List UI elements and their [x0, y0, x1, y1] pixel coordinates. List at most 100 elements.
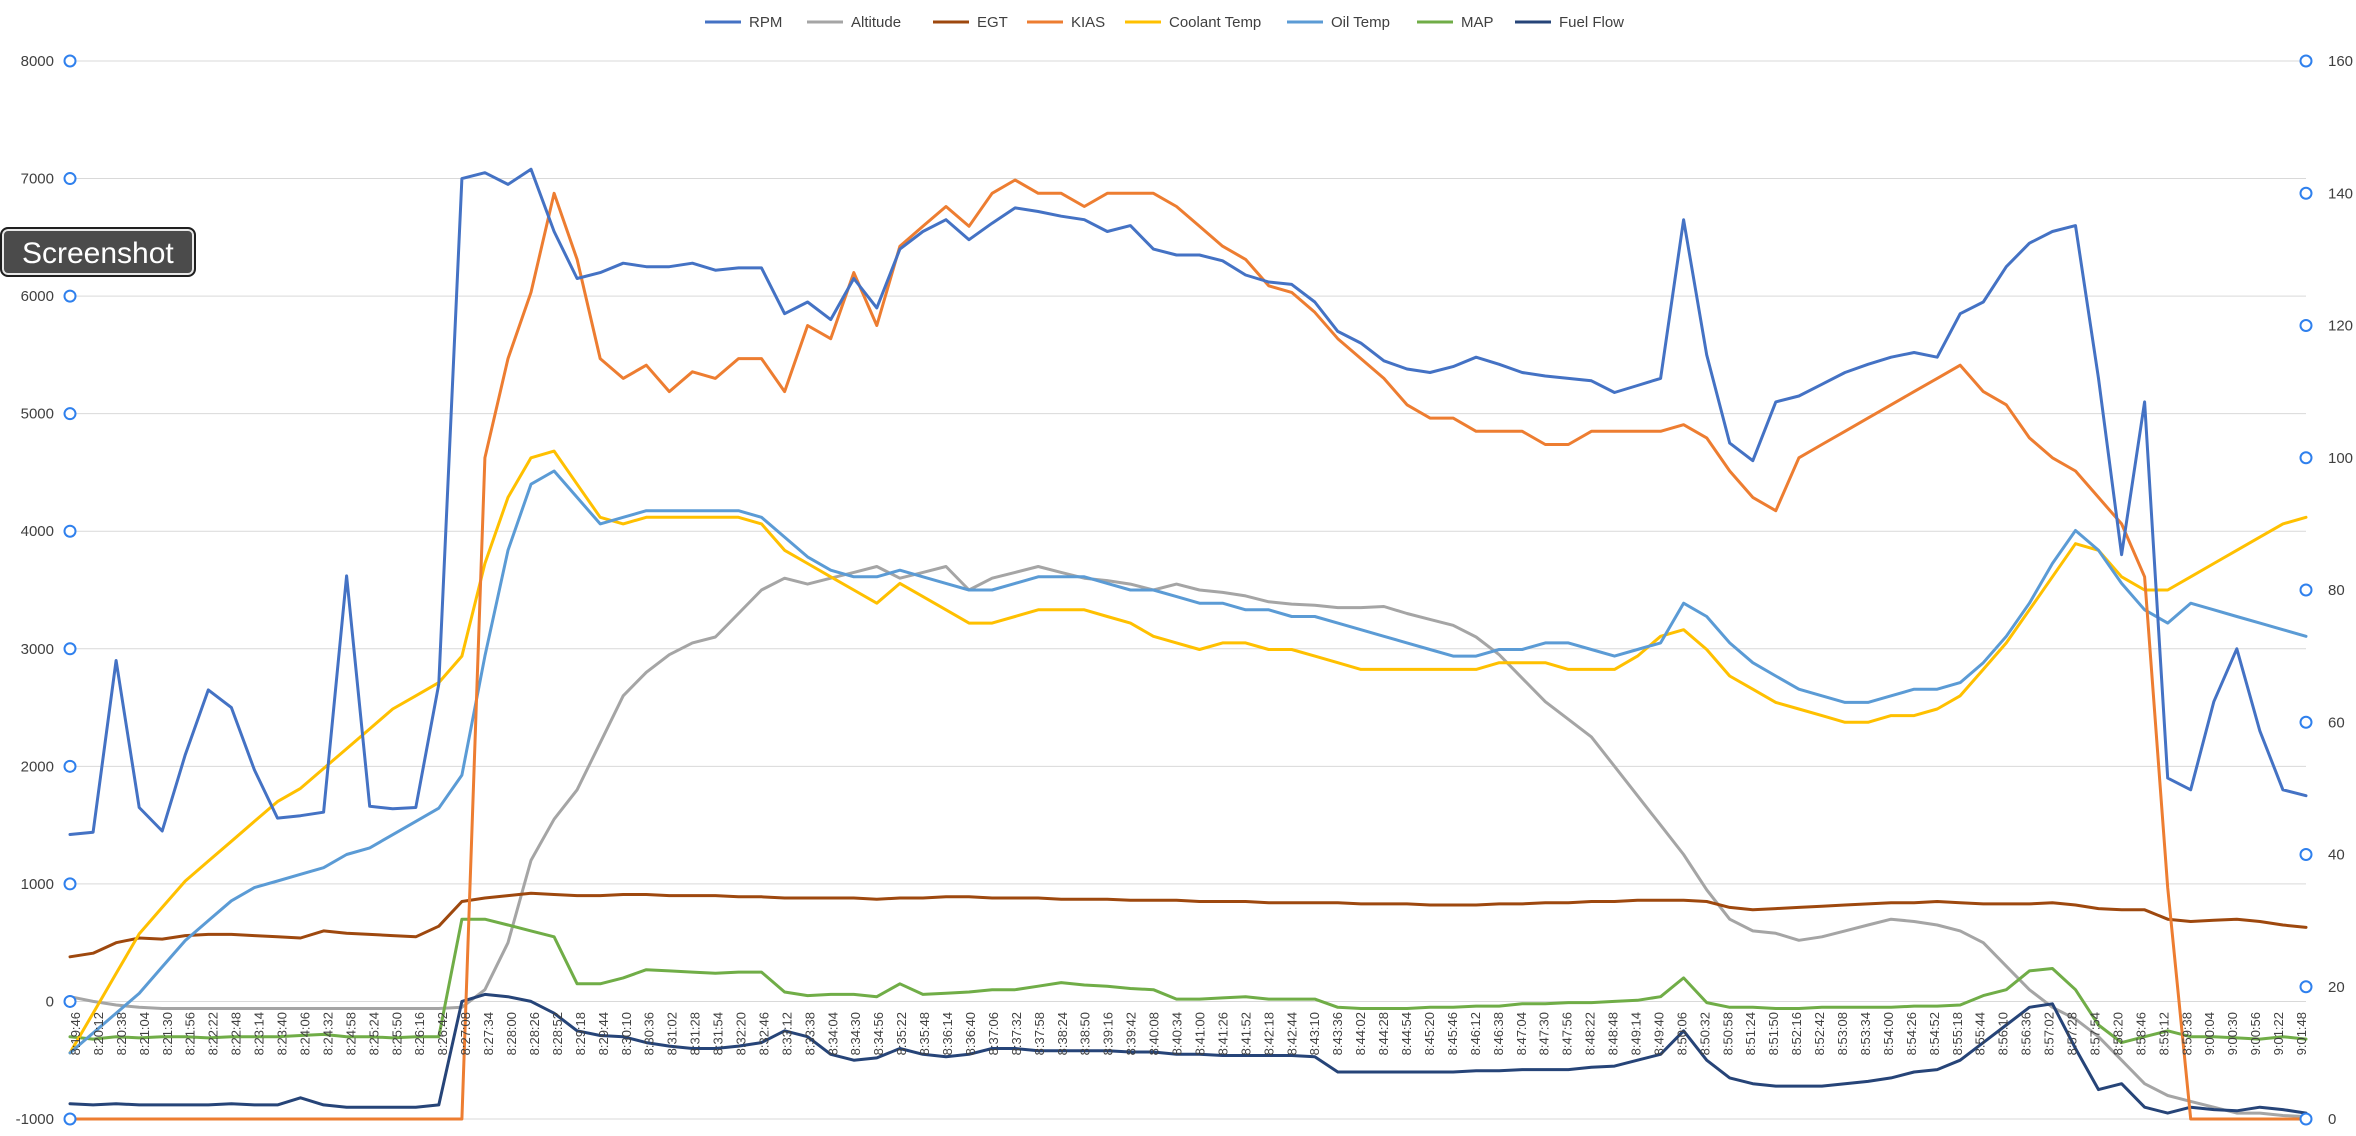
resize-handle[interactable]	[2299, 319, 2313, 332]
x-tick-label: 8:30:10	[619, 1012, 634, 1055]
x-tick-label: 8:50:06	[1674, 1012, 1689, 1055]
resize-handle[interactable]	[63, 759, 77, 773]
x-tick-label: 8:30:36	[642, 1012, 657, 1055]
x-tick-label: 8:44:02	[1353, 1012, 1368, 1055]
x-tick-label: 9:00:30	[2225, 1012, 2240, 1055]
legend-label: Fuel Flow	[1559, 14, 1624, 31]
resize-handle[interactable]	[2299, 980, 2313, 994]
resize-handle[interactable]	[2299, 186, 2313, 200]
x-tick-label: 8:50:32	[1697, 1012, 1712, 1055]
y-left-tick-label: 5000	[21, 406, 54, 423]
resize-handle[interactable]	[63, 877, 77, 891]
x-tick-label: 8:40:08	[1147, 1012, 1162, 1055]
resize-handle[interactable]	[2299, 848, 2313, 861]
x-tick-label: 8:59:12	[2156, 1012, 2171, 1055]
x-tick-label: 8:37:32	[1009, 1012, 1024, 1055]
x-tick-label: 8:25:24	[366, 1012, 381, 1055]
resize-handle[interactable]	[2299, 54, 2313, 68]
legend-label: Oil Temp	[1331, 14, 1390, 31]
x-tick-label: 8:39:16	[1101, 1012, 1116, 1055]
resize-handle[interactable]	[63, 407, 77, 421]
x-tick-label: 8:51:50	[1766, 1012, 1781, 1055]
y-left-tick-label: 6000	[21, 288, 54, 305]
x-tick-label: 8:38:24	[1055, 1012, 1070, 1055]
x-tick-label: 8:43:10	[1307, 1012, 1322, 1055]
y-left-tick-label: 3000	[21, 641, 54, 658]
x-tick-label: 8:29:44	[596, 1012, 611, 1055]
y-left-tick-label: -1000	[16, 1111, 54, 1128]
x-tick-label: 9:01:48	[2294, 1012, 2309, 1055]
x-tick-label: 8:28:26	[527, 1012, 542, 1055]
x-tick-label: 8:35:48	[917, 1012, 932, 1055]
left-axis: 8000 7000 6000 5000 4000 3000 2000 1000 0 -1000	[16, 53, 54, 1128]
y-left-tick-label: 8000	[21, 53, 54, 70]
resize-handle[interactable]	[63, 642, 77, 656]
x-tick-label: 8:58:46	[2133, 1012, 2148, 1055]
y-right-tick-label: 140	[2328, 185, 2353, 202]
resize-handle[interactable]	[63, 524, 77, 538]
x-tick-label: 8:19:46	[68, 1012, 83, 1055]
y-right-tick-label: 80	[2328, 582, 2345, 599]
x-tick-label: 8:42:44	[1284, 1012, 1299, 1055]
selection-handles[interactable]	[63, 54, 2313, 1126]
x-tick-label: 8:35:22	[894, 1012, 909, 1055]
x-tick-label: 8:47:04	[1514, 1012, 1529, 1055]
x-tick-label: 8:24:58	[343, 1012, 358, 1055]
x-tick-label: 8:54:00	[1881, 1012, 1896, 1055]
x-tick-label: 8:26:42	[435, 1012, 450, 1055]
x-tick-label: 8:37:58	[1032, 1012, 1047, 1055]
x-tick-label: 8:41:00	[1193, 1012, 1208, 1055]
x-tick-label: 8:38:50	[1078, 1012, 1093, 1055]
resize-handle[interactable]	[63, 994, 77, 1008]
x-tick-label: 8:52:42	[1812, 1012, 1827, 1055]
resize-handle[interactable]	[2299, 583, 2313, 597]
y-right-tick-label: 160	[2328, 53, 2353, 70]
resize-handle[interactable]	[63, 54, 77, 68]
y-right-tick-label: 120	[2328, 318, 2353, 335]
x-tick-label: 8:23:14	[252, 1012, 267, 1055]
y-left-tick-label: 2000	[21, 758, 54, 775]
resize-handle[interactable]	[63, 172, 77, 186]
x-tick-label: 8:57:28	[2065, 1012, 2080, 1055]
legend-label: Altitude	[851, 14, 901, 31]
x-tick-label: 8:22:22	[206, 1012, 221, 1055]
x-tick-label: 8:54:52	[1927, 1012, 1942, 1055]
resize-handle[interactable]	[2299, 715, 2313, 729]
series-line-egt	[68, 891, 2308, 959]
x-tick-label: 8:46:38	[1491, 1012, 1506, 1055]
x-tick-label: 8:33:12	[779, 1012, 794, 1055]
x-tick-label: 8:56:36	[2019, 1012, 2034, 1055]
x-tick-label: 8:21:04	[137, 1012, 152, 1055]
screenshot-tooltip: Screenshot	[0, 227, 196, 277]
x-tick-label: 8:59:38	[2179, 1012, 2194, 1055]
x-tick-label: 8:27:34	[481, 1012, 496, 1055]
legend-label: EGT	[977, 14, 1008, 31]
x-tick-label: 8:24:32	[320, 1012, 335, 1055]
x-tick-label: 8:20:38	[114, 1012, 129, 1055]
chart-legend: RPM Altitude EGT KIAS Coolant Temp Oil Temp MA…	[705, 14, 1624, 31]
resize-handle[interactable]	[63, 1112, 77, 1126]
x-tick-label: 8:33:38	[802, 1012, 817, 1055]
y-right-tick-label: 20	[2328, 979, 2345, 996]
x-tick-label: 8:47:30	[1537, 1012, 1552, 1055]
x-tick-label: 8:52:16	[1789, 1012, 1804, 1055]
x-tick-label: 8:25:50	[389, 1012, 404, 1055]
resize-handle[interactable]	[2299, 1112, 2313, 1126]
resize-handle[interactable]	[63, 289, 77, 303]
x-tick-label: 8:41:52	[1238, 1012, 1253, 1055]
legend-label: Coolant Temp	[1169, 14, 1261, 31]
y-left-tick-label: 7000	[21, 171, 54, 188]
legend-label: RPM	[749, 14, 782, 31]
legend-label: KIAS	[1071, 14, 1105, 31]
x-tick-label: 8:54:26	[1904, 1012, 1919, 1055]
series-line-fuel-flow	[68, 992, 2308, 1115]
resize-handle[interactable]	[2299, 451, 2313, 465]
x-tick-label: 9:00:56	[2248, 1012, 2263, 1055]
x-tick-label: 8:42:18	[1261, 1012, 1276, 1055]
x-tick-label: 8:44:28	[1376, 1012, 1391, 1055]
x-tick-label: 8:22:48	[229, 1012, 244, 1055]
series-line-kias	[68, 178, 2308, 1121]
gridlines	[70, 60, 2306, 1120]
x-tick-label: 8:34:56	[871, 1012, 886, 1055]
